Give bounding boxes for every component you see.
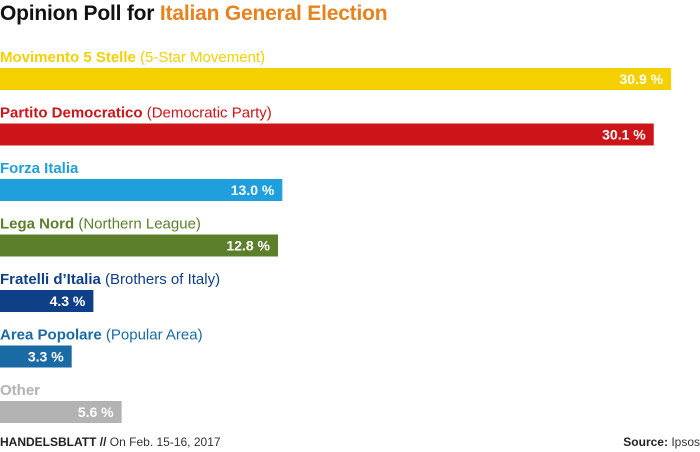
bar	[0, 345, 72, 368]
footer-credit: HANDELSBLATT // On Feb. 15-16, 2017	[0, 435, 221, 449]
bar	[0, 179, 283, 201]
source-name: Ipsos	[671, 435, 700, 449]
bar-value-label: 3.3 %	[28, 349, 64, 365]
party-translation: (Popular Area)	[102, 327, 203, 344]
footer-separator: //	[99, 435, 107, 449]
bar	[0, 401, 122, 423]
category-label: Lega Nord (Northern League)	[0, 216, 201, 233]
category-label: Fratelli d’Italia (Brothers of Italy)	[0, 271, 220, 288]
bar-value-label: 4.3 %	[50, 293, 86, 309]
footer-source: Source: Ipsos	[623, 435, 700, 449]
bar-value-label: 13.0 %	[231, 182, 275, 198]
poll-date: On Feb. 15-16, 2017	[109, 435, 221, 449]
party-name: Area Popolare	[0, 327, 102, 344]
party-name: Other	[0, 382, 40, 399]
bar-value-label: 5.6 %	[78, 404, 114, 420]
bar-value-label: 30.9 %	[620, 71, 664, 87]
party-translation: (Northern League)	[74, 216, 201, 233]
bar	[0, 123, 654, 146]
bar-value-label: 30.1 %	[602, 127, 646, 143]
party-translation: (Democratic Party)	[143, 105, 272, 122]
party-name: Fratelli d’Italia	[0, 271, 102, 288]
party-name: Partito Democratico	[0, 105, 143, 122]
party-name: Lega Nord	[0, 216, 74, 233]
category-label: Other	[0, 382, 40, 399]
category-label: Partito Democratico (Democratic Party)	[0, 105, 272, 122]
bar	[0, 68, 672, 90]
bar	[0, 290, 94, 312]
party-name: Movimento 5 Stelle	[0, 49, 136, 66]
chart-title-highlight: Italian General Election	[159, 2, 388, 25]
party-translation: (Brothers of Italy)	[101, 271, 220, 288]
category-label: Area Popolare (Popular Area)	[0, 327, 203, 344]
publisher-name: HANDELSBLATT	[0, 435, 97, 449]
party-translation: (5-Star Movement)	[136, 49, 265, 66]
chart-title: Opinion Poll for Italian General Electio…	[0, 2, 388, 26]
bar-value-label: 12.8 %	[226, 238, 270, 254]
source-label: Source:	[623, 435, 668, 449]
bar	[0, 234, 278, 257]
chart-title-prefix: Opinion Poll for	[0, 2, 160, 25]
category-label: Forza Italia	[0, 160, 79, 177]
party-name: Forza Italia	[0, 160, 79, 177]
category-label: Movimento 5 Stelle (5-Star Movement)	[0, 49, 265, 66]
